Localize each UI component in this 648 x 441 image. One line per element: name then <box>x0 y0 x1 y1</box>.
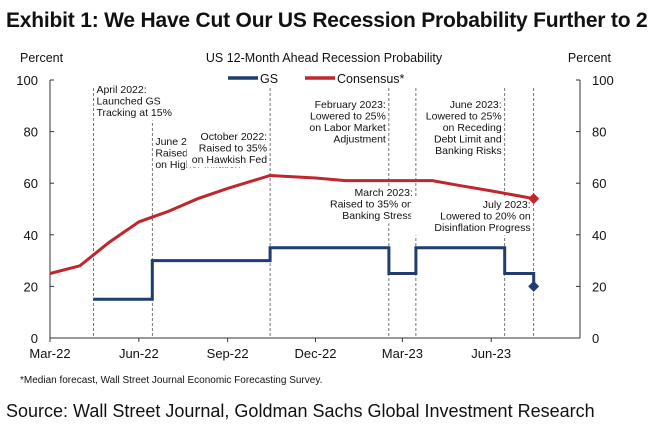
annotation-line-text: Lowered to 25% <box>426 111 502 123</box>
annotation-line-text: July 2023: <box>483 199 531 211</box>
annotation-line-text: Raised to 35% on <box>330 199 413 211</box>
y-tick-label-left: 20 <box>24 279 38 294</box>
annotation-label: June 2023: Lowered to 25% on Receding Debt … <box>426 99 502 157</box>
y-tick-label-left: 60 <box>24 176 38 191</box>
exhibit-title: Exhibit 1: We Have Cut Our US Recession … <box>6 9 648 32</box>
series-line-gs <box>93 246 536 301</box>
x-tick-label: Sep-22 <box>207 346 249 361</box>
annotation-label: October 2022: Raised to 35% on Hawkish Fed <box>192 131 267 166</box>
y-tick-label-right: 0 <box>592 331 599 346</box>
x-tick-label: Jun-23 <box>471 346 511 361</box>
x-tick-label: Mar-23 <box>382 346 423 361</box>
chart-footnote: *Median forecast, Wall Street Journal Ec… <box>20 375 322 386</box>
y-axis-label-left: Percent <box>20 51 64 65</box>
y-tick-label-left: 100 <box>16 73 38 88</box>
annotation-line-text: April 2022: <box>96 84 146 96</box>
annotation-line-text: Adjustment <box>333 134 386 146</box>
annotation-line-text: March 2023: <box>355 187 413 199</box>
series-marker-consensus <box>528 193 540 205</box>
annotation-line-text: February 2023: <box>315 99 386 111</box>
annotation-line-text: Lowered to 25% <box>310 111 386 123</box>
y-tick-label-left: 40 <box>24 228 38 243</box>
annotation-line-text: Debt Limit and <box>434 134 502 146</box>
x-tick-label: Mar-22 <box>29 346 70 361</box>
y-tick-label-left: 0 <box>31 331 38 346</box>
annotation-bg <box>186 130 270 168</box>
y-tick-label-right: 40 <box>592 228 606 243</box>
annotation-line-text: June 2023: <box>450 99 502 111</box>
annotation-label: July 2023: Lowered to 20% on Disinflation … <box>434 199 530 234</box>
legend-label-gs: GS <box>260 72 278 86</box>
x-tick-label: Dec-22 <box>295 346 337 361</box>
annotation-bg <box>94 83 183 121</box>
y-tick-label-right: 100 <box>592 73 614 88</box>
y-tick-label-left: 80 <box>24 125 38 140</box>
annotation-line-text: Disinflation Progress <box>434 222 530 234</box>
annotation-line-text: on Labor Market <box>309 122 386 134</box>
annotation-line-text: October 2022: <box>201 131 268 143</box>
annotation-bg <box>411 198 533 236</box>
annotation-line-text: on Hawkish Fed <box>192 154 267 166</box>
annotation-line-text: on Receding <box>443 122 502 134</box>
annotation-bg <box>421 98 504 159</box>
annotation-line-text: Launched GS <box>96 96 160 108</box>
annotation-bg <box>321 186 415 224</box>
y-tick-label-right: 20 <box>592 279 606 294</box>
series-marker-gs <box>528 280 540 292</box>
legend-label-consensus: Consensus* <box>337 72 405 86</box>
y-tick-label-right: 60 <box>592 176 606 191</box>
source-note: Source: Wall Street Journal, Goldman Sac… <box>6 401 595 421</box>
annotation-line-text: Banking Risks <box>435 145 502 157</box>
annotation-line-text: Raised to 35% <box>199 143 267 155</box>
annotation-line-text: Tracking at 15% <box>96 107 171 119</box>
annotation-bg <box>299 98 388 147</box>
annotation-label: February 2023: Lowered to 25% on Labor Mar… <box>309 99 386 146</box>
x-tick-label: Jun-22 <box>119 346 159 361</box>
y-tick-label-right: 80 <box>592 125 606 140</box>
series-line-consensus <box>49 173 534 275</box>
y-axis-label-right: Percent <box>568 51 612 65</box>
annotation-label: March 2023: Raised to 35% on Banking Stres… <box>330 187 413 222</box>
chart-subtitle: US 12-Month Ahead Recession Probability <box>206 51 443 65</box>
annotation-line-text: Banking Stress <box>342 210 413 222</box>
annotation-line-text: Lowered to 20% on <box>440 211 531 223</box>
annotation-label: April 2022: Launched GS Tracking at 15% <box>96 84 171 119</box>
